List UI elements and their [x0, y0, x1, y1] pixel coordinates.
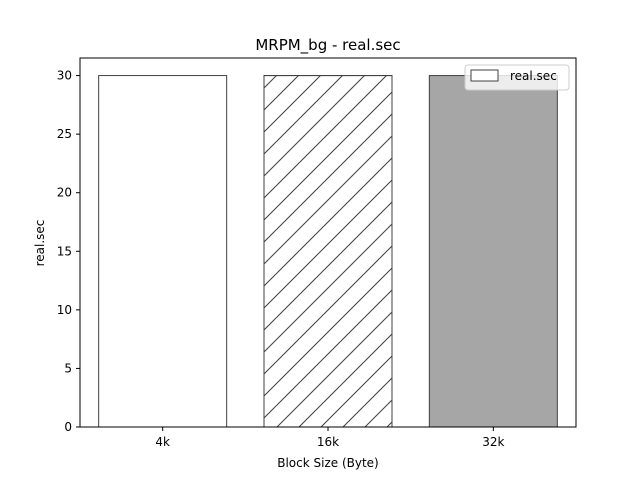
legend-swatch — [470, 69, 499, 82]
bars-group — [98, 75, 558, 428]
y-tick-label: 10 — [57, 303, 72, 317]
y-tick-label: 5 — [64, 361, 72, 375]
bar-32k — [428, 75, 558, 428]
y-tick-label: 20 — [57, 186, 72, 200]
y-tick-label: 25 — [57, 127, 72, 141]
legend: real.sec — [464, 64, 570, 91]
y-axis-label: real.sec — [33, 220, 47, 267]
y-tick-label: 30 — [57, 69, 72, 83]
bar-4k — [98, 75, 228, 428]
x-axis-label: Block Size (Byte) — [277, 456, 379, 470]
y-tick-label: 0 — [64, 420, 72, 434]
chart-title: MRPM_bg - real.sec — [255, 36, 400, 55]
bar-hatch-16k — [263, 75, 393, 428]
x-axis-ticks: 4k 16k 32k — [155, 427, 504, 449]
plot-area-frame — [79, 57, 577, 428]
x-tick-label: 4k — [155, 435, 170, 449]
x-tick-label: 16k — [317, 435, 339, 449]
legend-entry-label: real.sec — [510, 69, 557, 83]
y-axis-ticks: 0 5 10 15 20 25 30 — [57, 69, 80, 434]
y-tick-label: 15 — [57, 244, 72, 258]
x-tick-label: 32k — [482, 435, 504, 449]
